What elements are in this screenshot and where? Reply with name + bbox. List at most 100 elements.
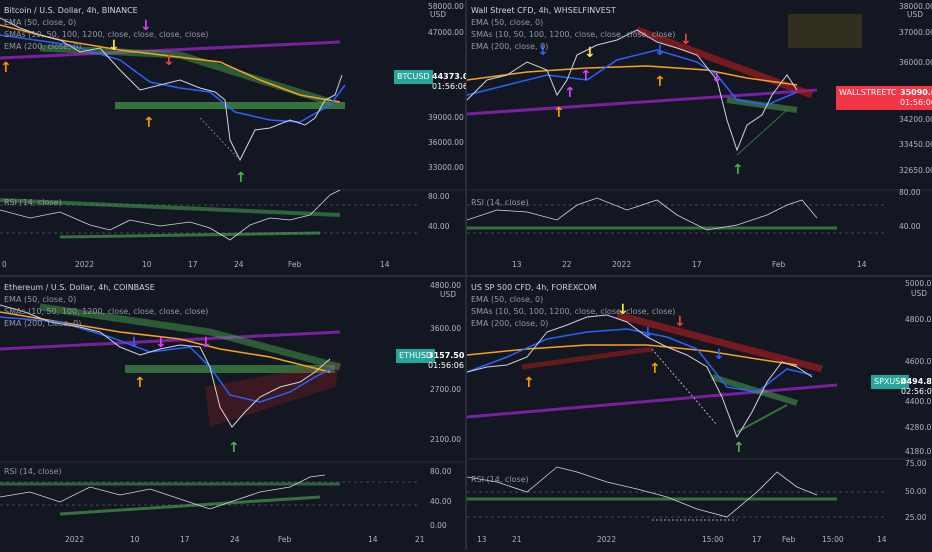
down-arrow-icon: ↓ [140, 18, 152, 34]
symbol-label: ETHUSD [399, 351, 433, 360]
currency-label: USD [440, 290, 457, 299]
rsi-tick: 50.00 [905, 487, 927, 496]
x-tick: Feb [288, 260, 302, 269]
chart-title: US SP 500 CFD, 4h, FOREXCOM [471, 283, 597, 292]
x-tick: 0 [2, 260, 7, 269]
btc-price-badge: BTCUSD 44373.06 01:56:06 [394, 70, 466, 91]
rsi-tick: 80.00 [430, 467, 452, 476]
indicator-label[interactable]: EMA (200, close, 0) [4, 42, 82, 51]
up-arrow-icon: ↑ [733, 440, 745, 456]
pane-divider-horizontal[interactable] [0, 275, 932, 277]
symbol-label: SPXUSD [874, 377, 907, 386]
indicator-label[interactable]: EMA (200, close, 0) [471, 42, 549, 51]
x-tick: 10 [142, 260, 152, 269]
eth-chart-canvas[interactable]: ↓ ↓ ↓ ↑ ↑ [0, 277, 466, 550]
indicator-label[interactable]: EMA (200, close, 0) [4, 319, 82, 328]
up-arrow-icon: ↑ [654, 74, 666, 90]
down-arrow-icon: ↓ [713, 347, 725, 363]
y-tick: 4600.0 [905, 357, 932, 366]
x-tick: 14 [877, 535, 887, 544]
eth-legend: Ethereum / U.S. Dollar, 4h, COINBASE EMA… [4, 282, 208, 330]
down-arrow-icon: ↓ [674, 314, 686, 330]
eth-chart-panel[interactable]: ↓ ↓ ↓ ↑ ↑ Ethereum / U.S. Dollar, 4h, CO… [0, 277, 466, 552]
chart-title: Wall Street CFD, 4h, WHSELFINVEST [471, 6, 616, 15]
x-tick: 21 [415, 535, 425, 544]
watermark-logo [788, 14, 862, 48]
up-arrow-icon: ↑ [143, 115, 155, 131]
y-tick: 33450.00 [899, 140, 932, 149]
x-tick: 14 [380, 260, 390, 269]
y-tick: 4280.0 [905, 423, 932, 432]
y-tick: 3600.00 [430, 324, 462, 333]
btc-chart-panel[interactable]: ↑ ↓ ↓ ↓ ↑ ↑ Bitcoin / U.S. Dollar, 4h, B… [0, 0, 466, 275]
rsi-tick: 75.00 [905, 459, 927, 468]
indicator-label[interactable]: SMAs (10, 50, 100, 1200, close, close, c… [4, 307, 209, 316]
currency-label: USD [907, 10, 924, 19]
btc-legend: Bitcoin / U.S. Dollar, 4h, BINANCE EMA (… [4, 5, 208, 53]
price-label: 3157.50 [428, 351, 465, 360]
up-arrow-icon: ↑ [649, 361, 661, 377]
up-arrow-icon: ↑ [732, 162, 744, 178]
x-tick: 14 [857, 260, 867, 269]
rsi-tick: 40.00 [899, 222, 921, 231]
down-arrow-icon: ↓ [537, 43, 549, 59]
rsi-label[interactable]: RSI (14, close) [4, 198, 62, 207]
indicator-label[interactable]: EMA (50, close, 0) [471, 18, 544, 27]
rsi-tick: 80.00 [899, 188, 921, 197]
indicator-label[interactable]: EMA (50, close, 0) [4, 295, 77, 304]
rsi-label[interactable]: RSI (14, close) [471, 198, 529, 207]
x-tick: 2022 [612, 260, 632, 269]
spx-chart-panel[interactable]: ↑ ↓ ↓ ↓ ↑ ↓ ↑ US SP 500 CFD, 4h, FOREXCO… [467, 277, 932, 552]
down-arrow-icon: ↓ [584, 45, 596, 61]
y-tick: 4180.0 [905, 447, 932, 456]
up-arrow-icon: ↑ [228, 440, 240, 456]
x-tick: 10 [130, 535, 140, 544]
indicator-label[interactable]: SMAs (10, 50, 100, 1200, close, close, c… [471, 30, 676, 39]
countdown-label: 01:56:06 [900, 98, 932, 107]
y-tick: 37000.00 [899, 28, 932, 37]
wallstreet-chart-panel[interactable]: ↓ ↓ ↑ ↑ ↑ ↓ ↓ ↑ ↓ ↑ Wall Street CFD, 4h,… [467, 0, 932, 275]
y-tick: 39000.00 [428, 113, 464, 122]
ws-legend: Wall Street CFD, 4h, WHSELFINVEST EMA (5… [471, 5, 675, 53]
x-tick: 21 [512, 535, 522, 544]
indicator-label[interactable]: EMA (50, close, 0) [471, 295, 544, 304]
y-tick: 36000.00 [428, 138, 464, 147]
x-tick: 15:00 [822, 535, 844, 544]
spx-price-badge: SPXUSD 4494.8 02:56:06 [871, 375, 932, 396]
indicator-label[interactable]: EMA (50, close, 0) [4, 18, 77, 27]
x-tick: 22 [562, 260, 572, 269]
chart-title: Bitcoin / U.S. Dollar, 4h, BINANCE [4, 6, 138, 15]
y-tick: 2700.00 [430, 385, 462, 394]
indicator-label[interactable]: EMA (200, close, 0) [471, 319, 549, 328]
down-arrow-icon: ↓ [163, 53, 175, 69]
down-arrow-icon: ↓ [642, 325, 654, 341]
spx-chart-canvas[interactable]: ↑ ↓ ↓ ↓ ↑ ↓ ↑ [467, 277, 932, 550]
currency-label: USD [430, 10, 447, 19]
rsi-label[interactable]: RSI (14, close) [471, 475, 529, 484]
y-tick: 4400.0 [905, 397, 932, 406]
rsi-label[interactable]: RSI (14, close) [4, 467, 62, 476]
y-tick: 5000.0 [905, 279, 932, 288]
rsi-tick: 25.00 [905, 513, 927, 522]
x-tick: Feb [782, 535, 796, 544]
x-tick: 14 [368, 535, 378, 544]
spx-legend: US SP 500 CFD, 4h, FOREXCOM EMA (50, clo… [471, 282, 675, 330]
y-tick: 33000.00 [428, 163, 464, 172]
countdown-label: 02:56:06 [901, 387, 932, 396]
y-tick: 58000.00 [428, 2, 464, 11]
x-tick: 13 [477, 535, 487, 544]
up-arrow-icon: ↑ [235, 170, 247, 186]
indicator-label[interactable]: SMAs (10, 50, 100, 1200, close, close, c… [471, 307, 676, 316]
y-tick: 36000.00 [899, 58, 932, 67]
btc-chart-canvas[interactable]: ↑ ↓ ↓ ↓ ↑ ↑ [0, 0, 466, 275]
down-arrow-icon: ↓ [711, 70, 723, 86]
rsi-tick: 40.00 [428, 222, 450, 231]
wallstreet-chart-canvas[interactable]: ↓ ↓ ↑ ↑ ↑ ↓ ↓ ↑ ↓ ↑ [467, 0, 932, 275]
price-label: 4494.8 [901, 377, 932, 386]
indicator-label[interactable]: SMAs (10, 50, 100, 1200, close, close, c… [4, 30, 209, 39]
up-arrow-icon: ↑ [0, 60, 12, 76]
x-tick: 17 [180, 535, 190, 544]
countdown-label: 01:56:06 [428, 361, 464, 370]
price-label: 44373.06 [432, 72, 466, 81]
x-tick: 2022 [65, 535, 85, 544]
